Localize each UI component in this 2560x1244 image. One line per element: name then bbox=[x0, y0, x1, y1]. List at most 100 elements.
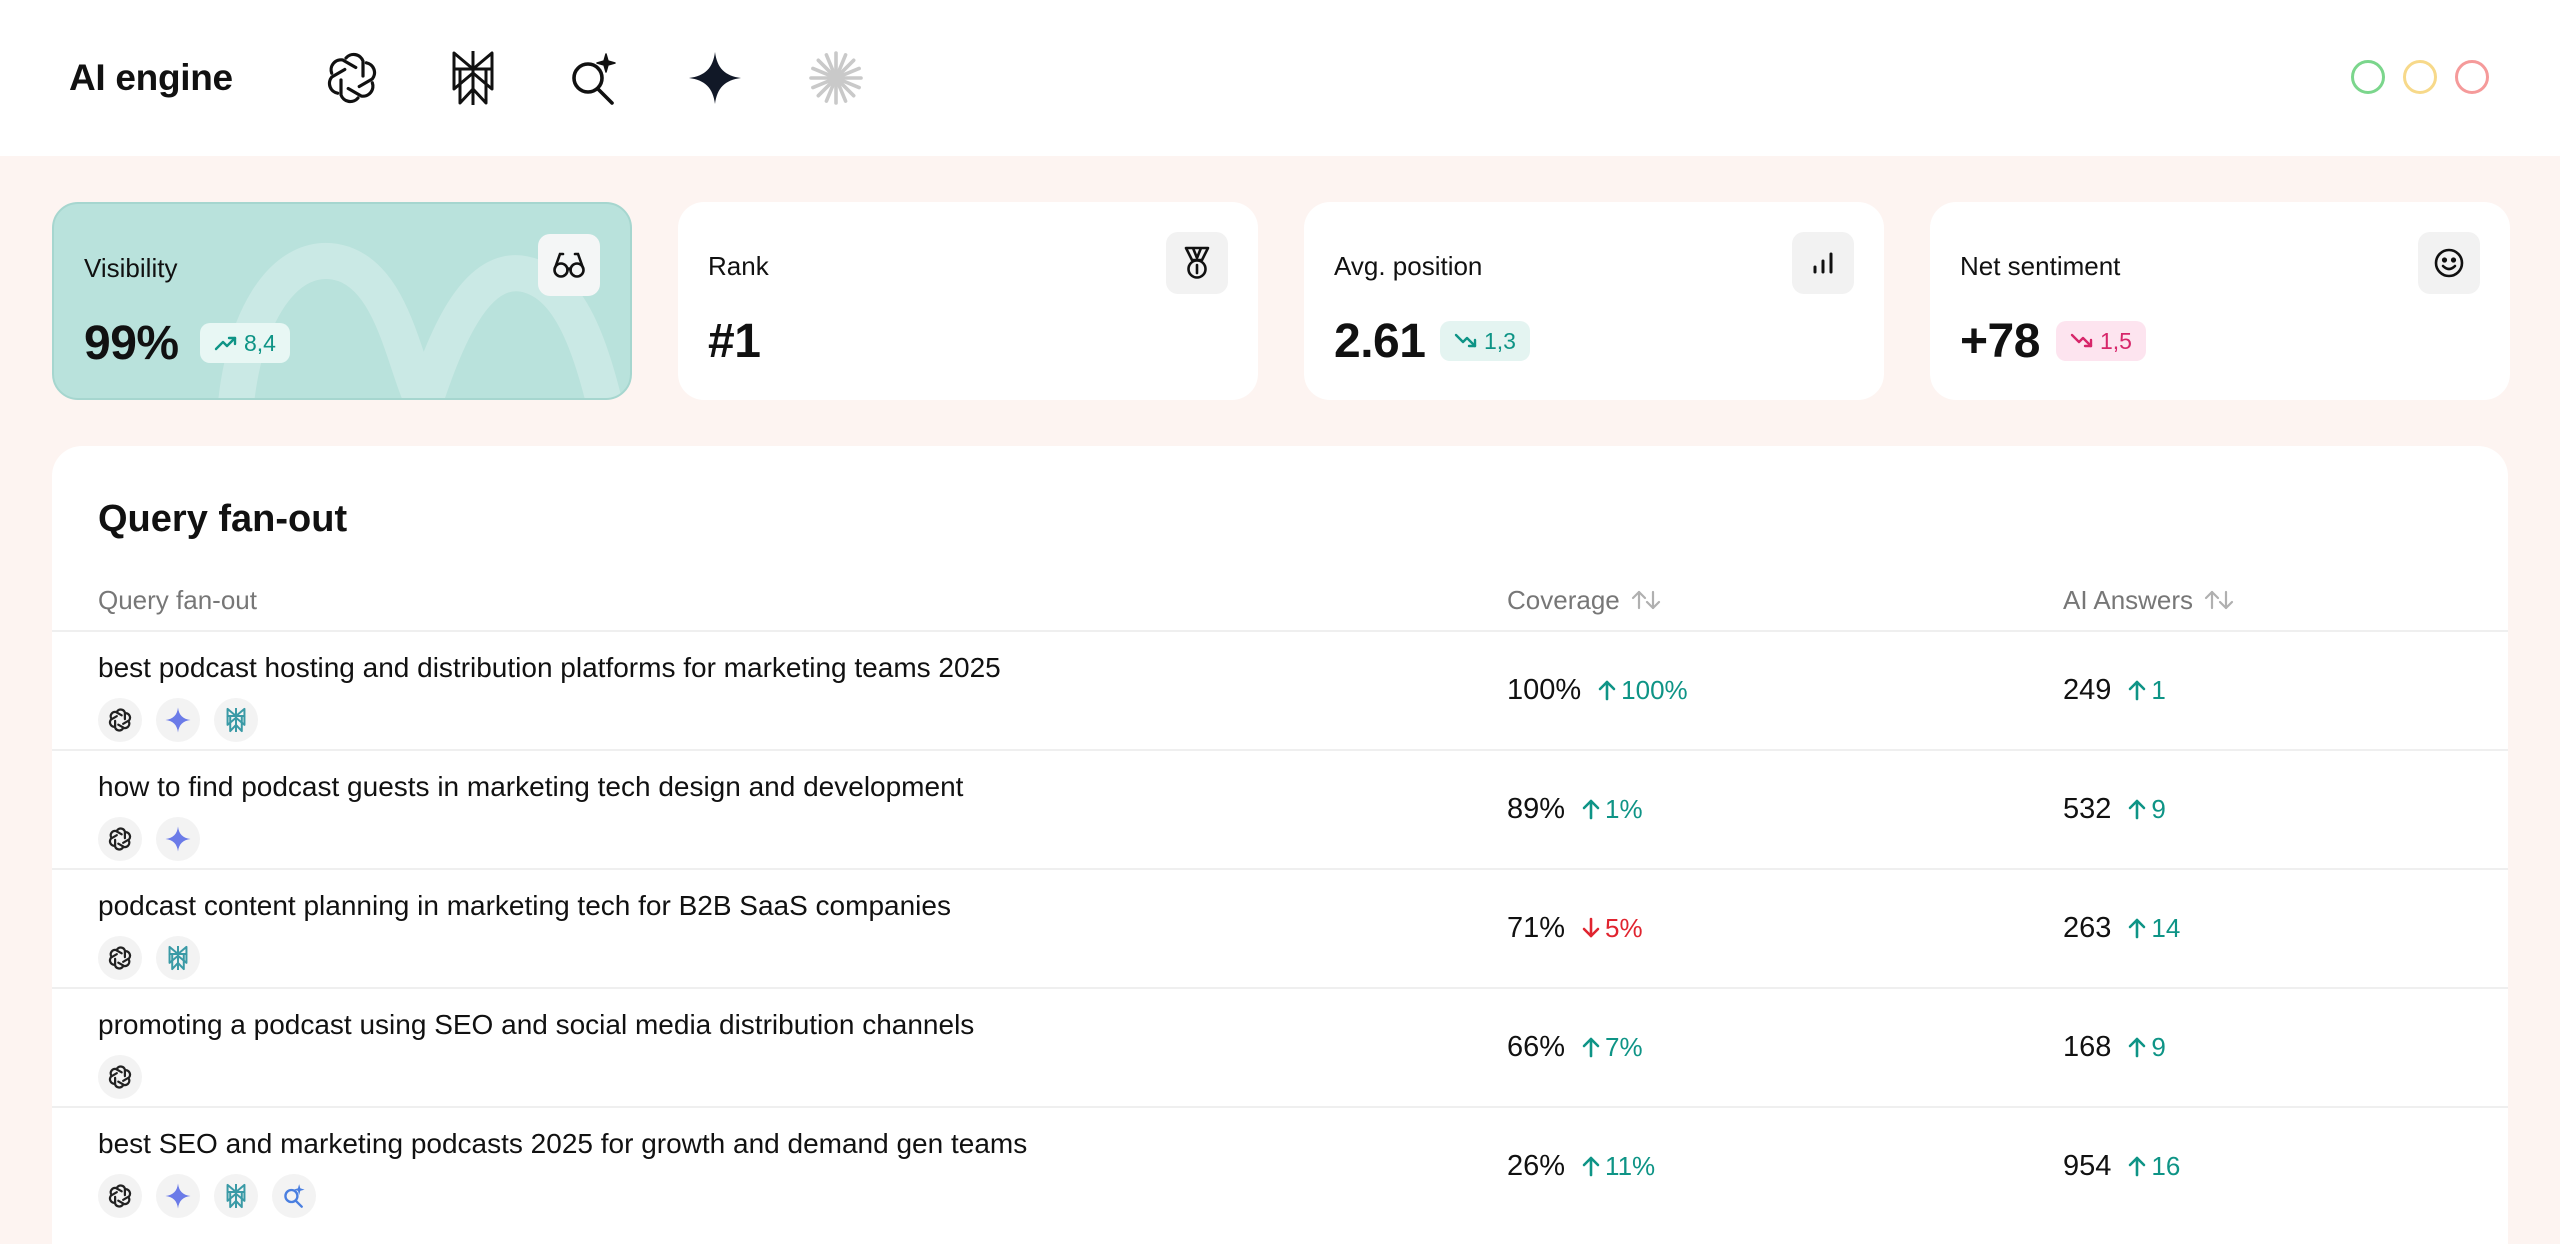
coverage-cell-value: 89% bbox=[1507, 793, 1566, 825]
chatgpt-icon bbox=[98, 1055, 142, 1099]
ai-answers-cell-delta: 16 bbox=[2127, 1148, 2180, 1184]
column-header-label: Query fan-out bbox=[98, 585, 257, 615]
arrow-up-icon bbox=[2127, 679, 2147, 701]
ai-answers-cell: 532 9 bbox=[2063, 791, 2166, 827]
medal-icon bbox=[1166, 232, 1228, 294]
gemini-icon[interactable] bbox=[685, 48, 745, 108]
ai-search-icon bbox=[272, 1174, 316, 1218]
kpi-delta-badge: 1,3 bbox=[1440, 321, 1530, 361]
table-row[interactable]: promoting a podcast using SEO and social… bbox=[52, 987, 2508, 1106]
window-control-green[interactable] bbox=[2351, 60, 2385, 94]
coverage-cell-value: 26% bbox=[1507, 1150, 1566, 1182]
chatgpt-icon bbox=[98, 936, 142, 980]
panel-title: Query fan-out bbox=[98, 498, 348, 540]
arrow-up-icon bbox=[2127, 1036, 2147, 1058]
kpi-value: 99% bbox=[84, 317, 179, 370]
table-row[interactable]: best SEO and marketing podcasts 2025 for… bbox=[52, 1106, 2508, 1225]
coverage-cell-delta: 5% bbox=[1581, 910, 1643, 946]
query-text: best SEO and marketing podcasts 2025 for… bbox=[98, 1128, 1028, 1159]
kpi-delta-badge: 1,5 bbox=[2056, 321, 2146, 361]
kpi-card-net-sentiment[interactable]: Net sentiment +78 1,5 bbox=[1930, 202, 2510, 400]
coverage-cell-delta: 7% bbox=[1581, 1029, 1643, 1065]
query-text: how to find podcast guests in marketing … bbox=[98, 771, 964, 802]
claude-icon[interactable] bbox=[806, 48, 866, 108]
decorative-wave bbox=[218, 243, 622, 398]
delta-text: 9 bbox=[2151, 794, 2166, 824]
ai-answers-cell: 954 16 bbox=[2063, 1148, 2180, 1184]
kpi-label: Avg. position bbox=[1334, 251, 1483, 281]
delta-text: 100% bbox=[1621, 675, 1688, 705]
ai-answers-cell-value: 249 bbox=[2063, 674, 2112, 706]
arrow-up-icon bbox=[2127, 917, 2147, 939]
coverage-cell: 100% 100% bbox=[1507, 672, 1688, 708]
ai-search-icon[interactable] bbox=[564, 48, 624, 108]
glasses-icon bbox=[538, 234, 600, 296]
ai-answers-cell-value: 168 bbox=[2063, 1031, 2112, 1063]
kpi-label: Net sentiment bbox=[1960, 251, 2121, 281]
query-text: promoting a podcast using SEO and social… bbox=[98, 1009, 975, 1040]
query-text: podcast content planning in marketing te… bbox=[98, 890, 951, 921]
arrow-down-icon bbox=[1581, 917, 1601, 939]
perplexity-icon bbox=[214, 698, 258, 742]
sort-icon[interactable] bbox=[2203, 589, 2235, 611]
gemini-icon bbox=[156, 817, 200, 861]
kpi-delta-value: 1,3 bbox=[1484, 328, 1516, 354]
kpi-label: Rank bbox=[708, 251, 769, 281]
query-text: best podcast hosting and distribution pl… bbox=[98, 652, 1001, 683]
delta-text: 1 bbox=[2151, 675, 2166, 705]
ai-answers-cell-delta: 1 bbox=[2127, 672, 2166, 708]
delta-text: 1% bbox=[1605, 794, 1643, 824]
ai-answers-cell: 263 14 bbox=[2063, 910, 2180, 946]
table-row[interactable]: best podcast hosting and distribution pl… bbox=[52, 630, 2508, 749]
delta-text: 11% bbox=[1605, 1151, 1656, 1181]
engine-chips bbox=[98, 817, 200, 861]
engine-chips bbox=[98, 1055, 142, 1099]
ai-answers-cell: 249 1 bbox=[2063, 672, 2166, 708]
column-header-ai-answers[interactable]: AI Answers bbox=[2063, 584, 2235, 616]
coverage-cell: 71% 5% bbox=[1507, 910, 1643, 946]
kpi-card-avg-position[interactable]: Avg. position 2.61 1,3 bbox=[1304, 202, 1884, 400]
coverage-cell-value: 66% bbox=[1507, 1031, 1566, 1063]
chatgpt-icon[interactable] bbox=[322, 48, 382, 108]
sort-icon[interactable] bbox=[1630, 589, 1662, 611]
column-header-query: Query fan-out bbox=[98, 584, 257, 616]
window-control-red[interactable] bbox=[2455, 60, 2489, 94]
column-header-coverage[interactable]: Coverage bbox=[1507, 584, 1662, 616]
column-header-label: AI Answers bbox=[2063, 585, 2194, 615]
kpi-card-visibility[interactable]: Visibility 99% 8,4 bbox=[52, 202, 632, 400]
coverage-cell: 26% 11% bbox=[1507, 1148, 1655, 1184]
table-row[interactable]: how to find podcast guests in marketing … bbox=[52, 749, 2508, 868]
delta-text: 14 bbox=[2151, 913, 2181, 943]
coverage-cell-value: 100% bbox=[1507, 674, 1582, 706]
column-header-label: Coverage bbox=[1507, 585, 1620, 615]
chatgpt-icon bbox=[98, 698, 142, 742]
ai-answers-cell: 168 9 bbox=[2063, 1029, 2166, 1065]
delta-text: 9 bbox=[2151, 1032, 2166, 1062]
ai-answers-cell-value: 532 bbox=[2063, 793, 2112, 825]
delta-text: 5% bbox=[1605, 913, 1643, 943]
kpi-label: Visibility bbox=[84, 253, 178, 283]
coverage-cell-value: 71% bbox=[1507, 912, 1566, 944]
query-fanout-panel: Query fan-out Query fan-out Coverage AI … bbox=[52, 446, 2508, 1244]
ai-answers-cell-delta: 9 bbox=[2127, 1029, 2166, 1065]
kpi-value: #1 bbox=[708, 315, 761, 368]
ai-answers-cell-delta: 9 bbox=[2127, 791, 2166, 827]
engine-chips bbox=[98, 936, 200, 980]
chatgpt-icon bbox=[98, 817, 142, 861]
top-bar: AI engine bbox=[0, 0, 2560, 156]
kpi-card-rank[interactable]: Rank #1 bbox=[678, 202, 1258, 400]
kpi-delta-value: 1,5 bbox=[2100, 328, 2132, 354]
ai-answers-cell-delta: 14 bbox=[2127, 910, 2180, 946]
coverage-cell: 66% 7% bbox=[1507, 1029, 1643, 1065]
arrow-up-icon bbox=[1581, 798, 1601, 820]
gemini-icon bbox=[156, 698, 200, 742]
kpi-delta-value: 8,4 bbox=[244, 330, 276, 356]
perplexity-icon bbox=[156, 936, 200, 980]
app-title: AI engine bbox=[69, 57, 233, 98]
arrow-up-icon bbox=[2127, 1155, 2147, 1177]
table-row[interactable]: podcast content planning in marketing te… bbox=[52, 868, 2508, 987]
window-control-yellow[interactable] bbox=[2403, 60, 2437, 94]
arrow-up-icon bbox=[2127, 798, 2147, 820]
trend-down-icon bbox=[2070, 333, 2093, 348]
perplexity-icon[interactable] bbox=[443, 48, 503, 108]
